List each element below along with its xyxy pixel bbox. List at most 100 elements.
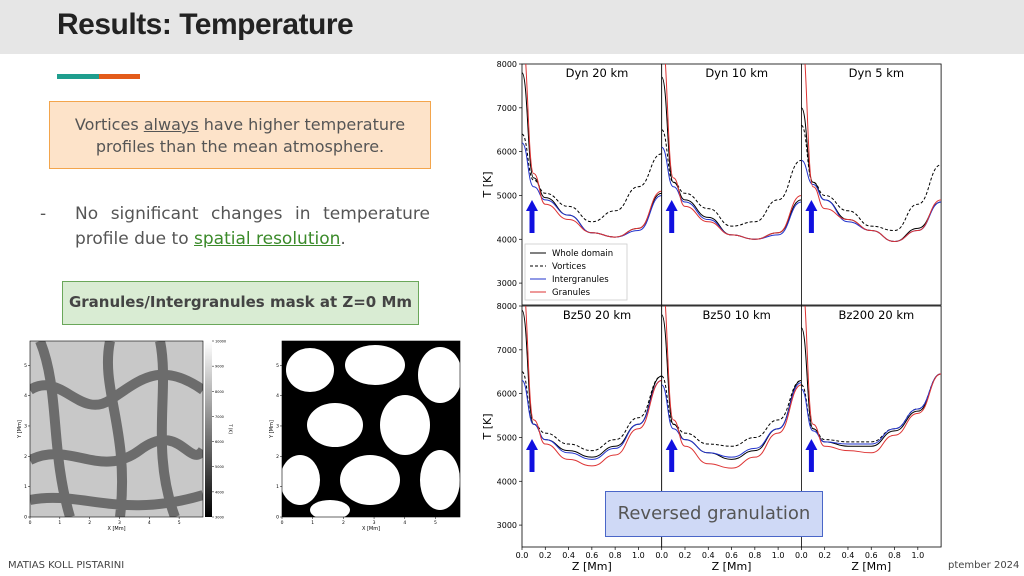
x-tick-label: 1.0 xyxy=(911,551,924,560)
x-tick-label: 0.2 xyxy=(679,551,692,560)
panel-frame xyxy=(661,63,802,306)
colorbar-tick-label: 8000 xyxy=(215,390,224,394)
arrow xyxy=(526,439,538,450)
x-tick-label: 0.6 xyxy=(725,551,738,560)
y-tick-label: 0 xyxy=(276,515,279,521)
y-axis-label: Y [Mm] xyxy=(17,420,23,439)
x-tick-label: 5 xyxy=(434,520,437,526)
plot-area xyxy=(522,306,662,467)
y-tick-label: 3000 xyxy=(497,521,517,530)
arrow xyxy=(529,209,535,233)
y-tick-label: 4000 xyxy=(497,235,517,244)
map-frame xyxy=(281,340,461,518)
colorbar-tick-label: 4000 xyxy=(215,490,224,494)
legend-label: Whole domain xyxy=(552,249,613,259)
series-line xyxy=(664,64,802,240)
x-tick-label: 0.0 xyxy=(516,551,529,560)
maps: 0 1 2 3 4 5 0 1 2 3 4 5 X [Mm] Y [Mm] 3000 4000 5000 6000… xyxy=(17,340,461,532)
link-text: spatial resolution xyxy=(194,229,341,249)
arrow xyxy=(665,200,678,211)
highlight-box: Vortices always have higher temperature … xyxy=(49,101,431,169)
plot-area xyxy=(661,64,802,240)
slide-title: Results: Temperature xyxy=(57,8,354,41)
series-line xyxy=(804,306,942,454)
colorbar-tick-label: 3000 xyxy=(215,516,224,520)
colorbar-tick-label: 9000 xyxy=(215,365,224,369)
y-tick-label: 5000 xyxy=(497,433,517,442)
x-tick-label: 1.0 xyxy=(632,551,645,560)
y-axis-label: Y [Mm] xyxy=(269,420,275,439)
arrow xyxy=(805,200,818,211)
plot-area xyxy=(522,64,662,238)
arrow xyxy=(808,209,814,233)
y-tick-label: 8000 xyxy=(497,60,517,69)
x-tick-label: 4 xyxy=(148,520,151,526)
x-tick-label: 0.0 xyxy=(795,551,808,560)
series-line xyxy=(804,64,942,242)
series-line xyxy=(661,382,802,458)
y-tick-label: 6000 xyxy=(497,390,517,399)
y-tick-label: 0 xyxy=(24,515,27,521)
y-tick-label: 5000 xyxy=(497,191,517,200)
series-line xyxy=(801,373,942,445)
y-tick-label: 4 xyxy=(24,393,27,399)
x-tick-label: 3 xyxy=(118,520,121,526)
x-axis-label: Z [Mm] xyxy=(712,560,752,573)
x-tick-label: 1 xyxy=(311,520,314,526)
x-tick-label: 0.8 xyxy=(609,551,622,560)
x-tick-label: 5 xyxy=(178,520,181,526)
accent-bar xyxy=(99,74,140,79)
x-axis-label: X [Mm] xyxy=(362,526,380,532)
series-line xyxy=(522,379,662,460)
y-tick-label: 7000 xyxy=(497,104,517,113)
y-tick-label: 3000 xyxy=(497,279,517,288)
footer-author: MATIAS KOLL PISTARINI xyxy=(8,560,125,571)
arrow xyxy=(669,448,675,472)
x-tick-label: 0.6 xyxy=(585,551,598,560)
x-tick-label: 3 xyxy=(373,520,376,526)
x-tick-label: 0.8 xyxy=(748,551,761,560)
series-line xyxy=(525,306,662,467)
x-axis-label: Z [Mm] xyxy=(851,560,891,573)
text: have higher temperature profiles than th… xyxy=(95,115,406,156)
x-tick-label: 0.4 xyxy=(842,551,855,560)
mask-map xyxy=(282,341,460,517)
panel-frame xyxy=(801,305,942,548)
panel-frame xyxy=(801,63,942,306)
panel-title: Bz200 20 km xyxy=(839,308,915,322)
legend-label: Granules xyxy=(552,288,591,298)
mask-box: Granules/Intergranules mask at Z=0 Mm xyxy=(62,281,419,325)
y-axis-label: T [K] xyxy=(481,413,494,440)
colorbar xyxy=(205,341,212,517)
x-tick-label: 4 xyxy=(403,520,406,526)
series-line xyxy=(522,133,662,223)
series-line xyxy=(661,129,802,227)
x-tick-label: 0 xyxy=(281,520,284,526)
colorbar-label: T [K] xyxy=(228,423,233,434)
footer-date: ptember 2024 xyxy=(948,560,1020,571)
x-tick-label: 0.0 xyxy=(655,551,668,560)
plot-area xyxy=(661,306,802,469)
series-line xyxy=(522,142,662,238)
emphasis: always xyxy=(143,115,199,134)
legend-label: Vortices xyxy=(552,262,586,272)
arrow xyxy=(669,209,675,233)
legend-label: Intergranules xyxy=(552,275,609,285)
x-axis-label: X [Mm] xyxy=(107,526,125,532)
panel-title: Dyn 20 km xyxy=(566,66,629,80)
x-tick-label: 2 xyxy=(88,520,91,526)
x-tick-label: 0 xyxy=(29,520,32,526)
text: Vortices xyxy=(74,115,144,134)
bullet-marker: - xyxy=(40,204,47,224)
y-tick-label: 2 xyxy=(276,454,279,460)
x-tick-label: 0.4 xyxy=(562,551,575,560)
panel-title: Dyn 5 km xyxy=(849,66,904,80)
accent-bar xyxy=(57,74,99,79)
x-axis-label: Z [Mm] xyxy=(572,560,612,573)
x-tick-label: 0.6 xyxy=(865,551,878,560)
y-tick-label: 3 xyxy=(24,423,27,429)
y-tick-label: 5 xyxy=(276,363,279,369)
x-tick-label: 0.8 xyxy=(888,551,901,560)
